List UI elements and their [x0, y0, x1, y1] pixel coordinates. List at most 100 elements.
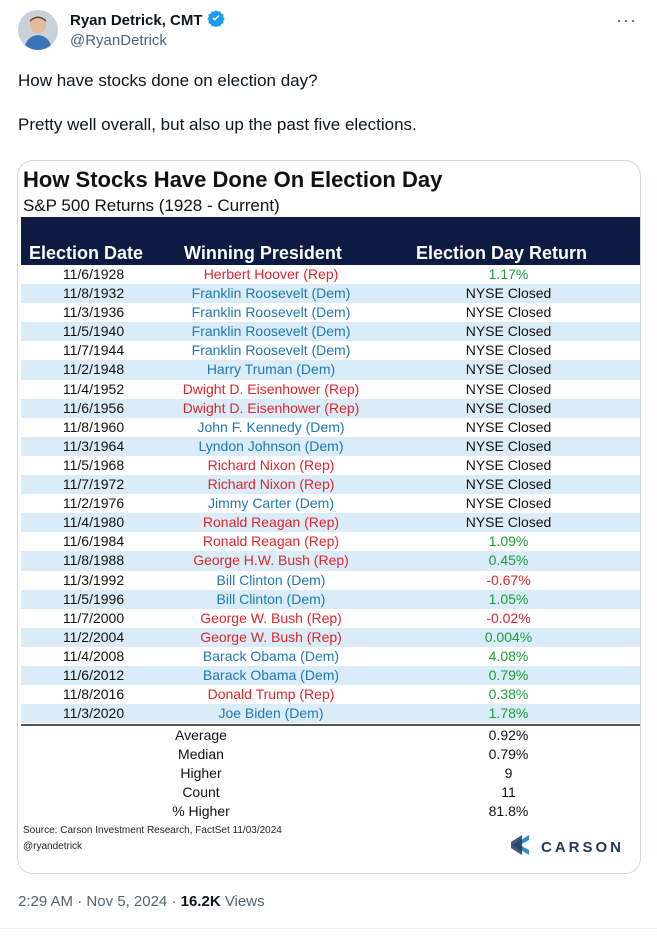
cell-winning-president: Donald Trump (Rep)	[207, 686, 335, 703]
cell-winning-president: Franklin Roosevelt (Dem)	[191, 342, 351, 359]
cell-winning-president: Ronald Reagan (Rep)	[202, 533, 340, 550]
cell-election-date: 11/3/1936	[62, 304, 125, 321]
cell-election-date: 11/5/1968	[62, 456, 125, 473]
table-row: 11/4/1980 Ronald Reagan (Rep) NYSE Closed	[21, 513, 640, 533]
cell-election-date: 11/7/2000	[62, 609, 125, 626]
cell-election-date: 11/8/1932	[62, 285, 125, 302]
cell-election-day-return: 1.05%	[488, 590, 529, 607]
cell-election-day-return: 1.09%	[488, 533, 529, 550]
cell-winning-president: Ronald Reagan (Rep)	[202, 514, 340, 531]
table-row: 11/8/1932 Franklin Roosevelt (Dem) NYSE Cl…	[21, 284, 640, 304]
cell-election-day-return: NYSE Closed	[465, 323, 552, 340]
header-election-date: Election Date	[29, 243, 144, 263]
summary-value: 0.79%	[488, 746, 529, 762]
table-row: 11/5/1968 Richard Nixon (Rep) NYSE Closed	[21, 456, 640, 475]
cell-election-date: 11/8/2016	[62, 686, 125, 703]
views-label: Views	[224, 893, 265, 910]
summary-value: 81.8%	[488, 803, 529, 819]
cell-election-day-return: -0.02%	[486, 609, 531, 626]
summary-value: 11	[501, 784, 516, 800]
cell-election-date: 11/3/2020	[62, 705, 125, 722]
cell-election-day-return: NYSE Closed	[465, 418, 552, 435]
table-row: 11/8/1960 John F. Kennedy (Dem) NYSE Close…	[21, 418, 640, 437]
cell-election-date: 11/3/1992	[62, 571, 125, 588]
cell-winning-president: Harry Truman (Dem)	[206, 361, 336, 378]
cell-election-day-return: 1.78%	[488, 705, 529, 722]
summary-value: 0.92%	[488, 727, 529, 743]
table-row: 11/4/1952 Dwight D. Eisenhower (Rep) NYSE …	[21, 380, 640, 399]
cell-election-date: 11/4/1952	[62, 380, 125, 397]
table-row: 11/4/2008 Barack Obama (Dem) 4.08%	[21, 647, 640, 666]
tweet-time[interactable]: 2:29 AM	[18, 893, 74, 910]
cell-election-date: 11/3/1964	[62, 437, 125, 454]
table-row: 11/6/1956 Dwight D. Eisenhower (Rep) NYSE …	[21, 398, 640, 418]
table-row: 11/2/1976 Jimmy Carter (Dem) NYSE Closed	[21, 494, 640, 513]
summary-label: Average	[175, 727, 227, 743]
cell-winning-president: Dwight D. Eisenhower (Rep)	[182, 399, 360, 416]
cell-winning-president: George W. Bush (Rep)	[200, 628, 342, 645]
cell-winning-president: Bill Clinton (Dem)	[216, 571, 326, 588]
summary-row: Median 0.79%	[21, 745, 640, 764]
table-subtitle: S&P 500 Returns (1928 - Current)	[23, 196, 280, 215]
summary-row: Average 0.92%	[21, 726, 640, 745]
cell-winning-president: Richard Nixon (Rep)	[207, 456, 335, 473]
cell-election-day-return: 0.45%	[488, 552, 529, 569]
cell-winning-president: Jimmy Carter (Dem)	[208, 495, 334, 512]
cell-winning-president: Bill Clinton (Dem)	[216, 590, 326, 607]
cell-winning-president: Franklin Roosevelt (Dem)	[191, 323, 351, 340]
cell-election-day-return: NYSE Closed	[465, 399, 552, 416]
source-note: Source: Carson Investment Research, Fact…	[23, 825, 282, 836]
cell-election-date: 11/2/1948	[62, 361, 125, 378]
summary-value: 9	[504, 765, 513, 781]
table-row: 11/6/1984 Ronald Reagan (Rep) 1.09%	[21, 532, 640, 551]
cell-election-date: 11/2/2004	[62, 628, 125, 645]
divider	[0, 928, 657, 929]
cell-election-date: 11/4/2008	[62, 647, 125, 664]
cell-election-date: 11/5/1940	[62, 323, 125, 340]
cell-winning-president: George H.W. Bush (Rep)	[193, 552, 349, 569]
cell-election-day-return: NYSE Closed	[465, 342, 552, 359]
more-options-icon[interactable]: ···	[616, 10, 637, 30]
cell-winning-president: Barack Obama (Dem)	[202, 666, 340, 683]
avatar[interactable]	[18, 10, 58, 50]
tweet-text-line: How have stocks done on election day?	[18, 71, 318, 90]
table-row: 11/8/2016 Donald Trump (Rep) 0.38%	[21, 685, 640, 704]
cell-winning-president: Barack Obama (Dem)	[202, 647, 340, 664]
summary-label: Higher	[180, 765, 222, 781]
summary-label: Median	[178, 746, 224, 762]
cell-election-day-return: 0.79%	[488, 666, 529, 683]
tweet-text-line: Pretty well overall, but also up the pas…	[18, 115, 417, 134]
tweet-image-card[interactable]: How Stocks Have Done On Election Day S&P…	[17, 160, 641, 874]
cell-election-day-return: -0.67%	[486, 571, 531, 588]
tweet-meta: 2:29 AM · Nov 5, 2024 · 16.2K Views	[18, 893, 265, 910]
cell-winning-president: George W. Bush (Rep)	[200, 609, 342, 626]
summary-section: Average 0.92% Median 0.79% Higher 9 Count 11 % H…	[21, 726, 640, 821]
summary-divider	[21, 724, 640, 726]
table-row: 11/2/1948 Harry Truman (Dem) NYSE Closed	[21, 360, 640, 380]
cell-election-date: 11/2/1976	[62, 495, 125, 512]
cell-winning-president: Franklin Roosevelt (Dem)	[191, 285, 351, 302]
cell-election-day-return: 0.38%	[488, 686, 529, 703]
table-row: 11/7/2000 George W. Bush (Rep) -0.02%	[21, 609, 640, 628]
carson-logo-icon	[509, 833, 531, 862]
summary-label: % Higher	[172, 803, 230, 819]
table-row: 11/3/1964 Lyndon Johnson (Dem) NYSE Closed	[21, 436, 640, 456]
author-handle[interactable]: @RyanDetrick	[70, 32, 167, 49]
cell-election-day-return: NYSE Closed	[465, 476, 552, 493]
author-name-text[interactable]: Ryan Detrick, CMT	[70, 11, 203, 29]
meta-separator: ·	[171, 893, 177, 910]
tweet-date[interactable]: Nov 5, 2024	[86, 893, 168, 910]
summary-row: Higher 9	[21, 764, 640, 783]
cell-election-date: 11/6/2012	[62, 666, 125, 683]
table-row: 11/6/2012 Barack Obama (Dem) 0.79%	[21, 665, 640, 686]
table-row: 11/7/1944 Franklin Roosevelt (Dem) NYSE Cl…	[21, 341, 640, 360]
cell-election-day-return: NYSE Closed	[465, 456, 552, 473]
table-row: 11/8/1988 George H.W. Bush (Rep) 0.45%	[21, 551, 640, 571]
cell-election-day-return: 0.004%	[484, 628, 533, 645]
cell-election-date: 11/8/1960	[62, 418, 125, 435]
cell-election-date: 11/4/1980	[62, 514, 125, 531]
table-header: Election Date Winning President Election…	[21, 217, 640, 265]
meta-separator: ·	[77, 893, 83, 910]
cell-election-day-return: NYSE Closed	[465, 495, 552, 512]
author-name[interactable]: Ryan Detrick, CMT	[70, 9, 225, 31]
